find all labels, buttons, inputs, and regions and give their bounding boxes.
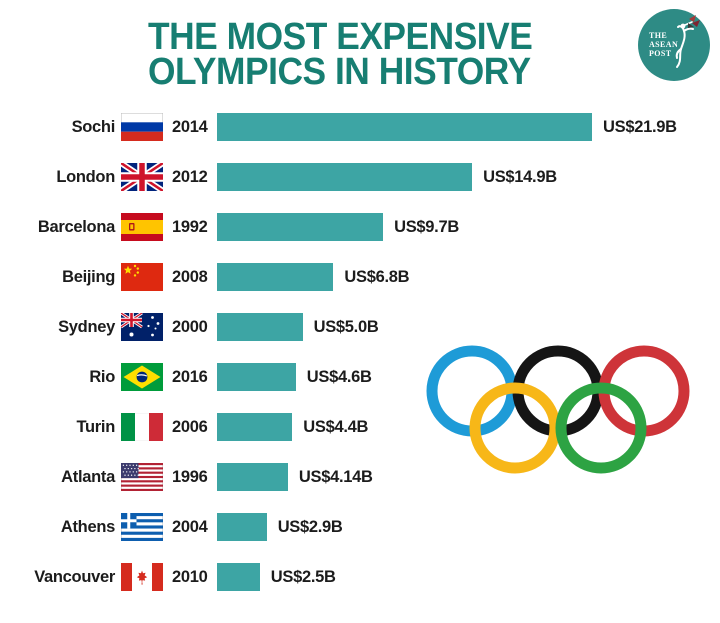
chart-row-sydney: Sydney 2000 US$5.0B [0, 302, 720, 352]
year-label: 2010 [172, 567, 208, 586]
year-label: 2016 [172, 367, 208, 386]
chart-row-vancouver: Vancouver 2010 US$2.5B [0, 552, 720, 602]
page-title-line2: OLYMPICS IN HISTORY [148, 50, 531, 93]
value-bar [217, 263, 334, 291]
city-label: Athens [60, 517, 115, 536]
value-bar [217, 313, 303, 341]
year-label: 2008 [172, 267, 208, 286]
value-bar [217, 563, 260, 591]
flag-china-icon [121, 263, 163, 291]
page-title: THE MOST EXPENSIVE OLYMPICS IN HISTORY [148, 16, 533, 93]
flag-canada-icon [121, 563, 163, 591]
value-label: US$4.14B [298, 467, 373, 486]
flower-accent-icon [688, 15, 700, 28]
value-bar [217, 413, 293, 441]
svg-text:THE: THE [649, 31, 667, 40]
city-label: Rio [89, 367, 115, 386]
value-label: US$9.7B [394, 217, 459, 236]
flag-united-kingdom-icon [121, 163, 163, 191]
value-label: US$4.4B [303, 417, 369, 436]
city-label: Vancouver [34, 567, 115, 586]
year-label: 2006 [172, 417, 208, 436]
city-label: Sochi [71, 117, 116, 136]
chart-row-atlanta: Atlanta 1996 US$4.14B [0, 452, 720, 502]
page-title-line1: THE MOST EXPENSIVE [148, 16, 533, 58]
value-bar [217, 113, 592, 141]
flag-greece-icon [121, 513, 163, 541]
value-bar [217, 163, 473, 191]
olympic-rings-icon [426, 345, 690, 474]
city-label: Beijing [62, 267, 115, 286]
city-label: Sydney [58, 317, 115, 336]
city-label: London [56, 167, 115, 186]
svg-text:POST: POST [649, 49, 672, 58]
chart-row-sochi: Sochi 2014 US$21.9B [0, 102, 720, 152]
svg-text:ASEAN: ASEAN [649, 40, 678, 49]
value-label: US$4.6B [306, 367, 372, 386]
chart-row-beijing: Beijing 2008 US$6.8B [0, 252, 720, 302]
bar-chart: Sochi 2014 US$21.9B London 2012 US$14.9B… [0, 102, 720, 602]
chart-row-london: London 2012 US$14.9B [0, 152, 720, 202]
olympic-ring-green [555, 382, 647, 474]
value-bar [217, 463, 288, 491]
asean-post-logo-icon: THE ASEAN POST [638, 9, 710, 81]
city-label: Barcelona [37, 217, 115, 236]
flag-italy-icon [121, 413, 163, 441]
flag-russia-icon [121, 113, 163, 141]
value-label: US$2.5B [270, 567, 336, 586]
value-label: US$14.9B [483, 167, 557, 186]
flag-brazil-icon [121, 363, 163, 391]
chart-row-rio: Rio 2016 US$4.6B [0, 352, 720, 402]
value-label: US$2.9B [277, 517, 343, 536]
city-label: Atlanta [61, 467, 115, 486]
value-bar [217, 213, 384, 241]
olympic-ring-yellow [469, 382, 561, 474]
year-label: 1992 [172, 217, 208, 236]
flag-australia-icon [121, 313, 163, 341]
chart-row-barcelona: Barcelona 1992 US$9.7B [0, 202, 720, 252]
year-label: 2012 [172, 167, 208, 186]
year-label: 2014 [172, 117, 208, 136]
value-label: US$6.8B [344, 267, 410, 286]
chart-row-turin: Turin 2006 US$4.4B [0, 402, 720, 452]
value-label: US$21.9B [603, 117, 677, 136]
city-label: Turin [76, 417, 115, 436]
flag-united-states-icon [121, 463, 163, 491]
value-bar [217, 363, 296, 391]
chart-row-athens: Athens 2004 US$2.9B [0, 502, 720, 552]
year-label: 2000 [172, 317, 208, 336]
value-bar [217, 513, 267, 541]
flag-spain-icon [121, 213, 163, 241]
asean-post-logo: THE ASEAN POST [636, 7, 712, 83]
year-label: 2004 [172, 517, 208, 536]
olympic-rings-logo [425, 344, 697, 480]
value-label: US$5.0B [313, 317, 379, 336]
year-label: 1996 [172, 467, 208, 486]
